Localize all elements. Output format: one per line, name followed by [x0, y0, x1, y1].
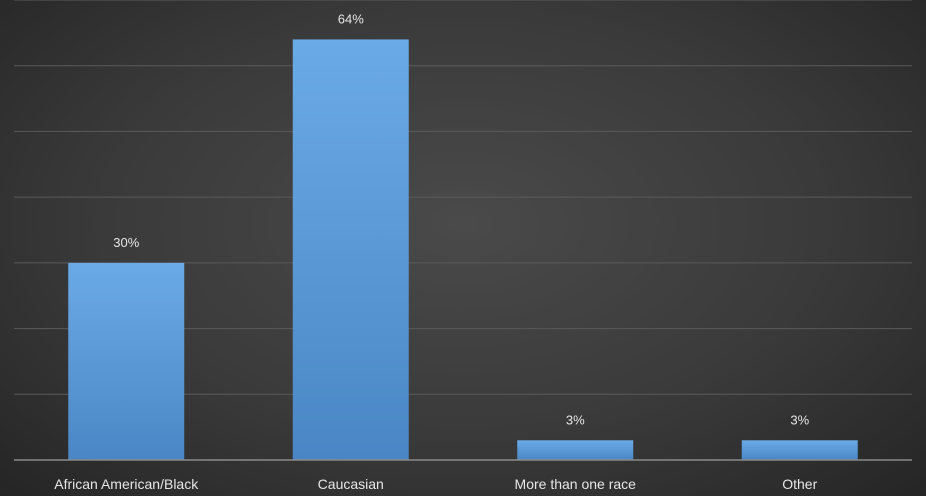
bar: [517, 440, 634, 460]
data-label: 64%: [338, 11, 364, 26]
bar: [741, 440, 858, 460]
x-tick-label: Other: [782, 476, 817, 492]
data-labels: 30% 64% 3% 3%: [113, 11, 809, 427]
x-tick-label: More than one race: [515, 476, 637, 492]
x-axis: African American/Black Caucasian More than…: [14, 459, 912, 492]
bar: [68, 262, 185, 460]
data-label: 3%: [566, 412, 585, 427]
x-tick-label: Caucasian: [318, 476, 384, 492]
data-label: 3%: [790, 412, 809, 427]
bar: [292, 39, 409, 461]
x-tick-label: African American/Black: [54, 476, 199, 492]
bars: [68, 39, 858, 461]
data-label: 30%: [113, 235, 139, 250]
